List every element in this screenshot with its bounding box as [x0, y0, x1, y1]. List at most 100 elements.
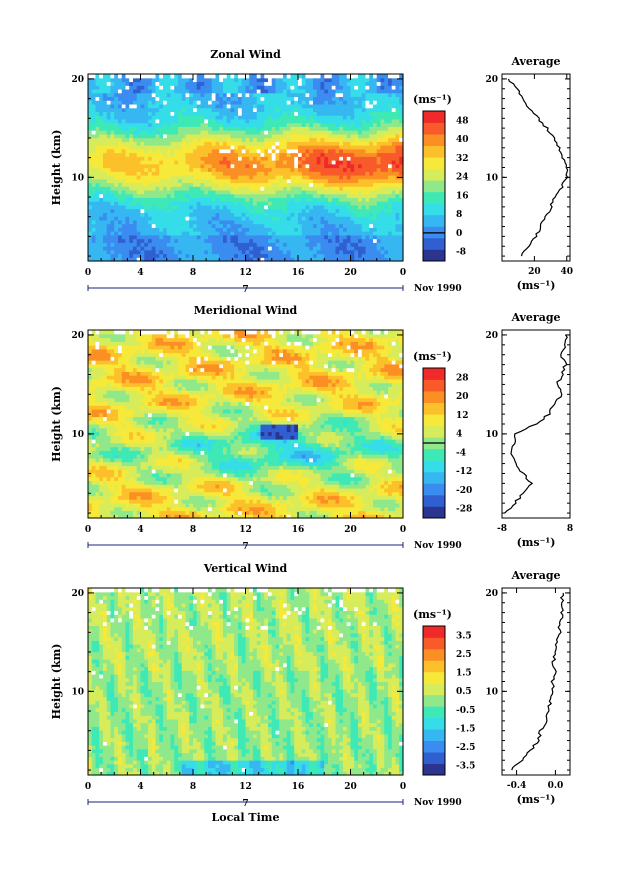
heatmap-cell — [211, 208, 217, 213]
heatmap-cell — [395, 130, 400, 135]
heatmap-cell — [328, 145, 333, 150]
heatmap-cell — [343, 204, 348, 210]
heatmap-cell — [129, 450, 134, 455]
heatmap-cell — [324, 189, 329, 195]
heatmap-cell — [298, 171, 303, 176]
heatmap-cell — [298, 212, 303, 217]
heatmap-cell — [279, 156, 284, 161]
heatmap-cell — [170, 156, 175, 161]
heatmap-cell — [103, 476, 108, 481]
heatmap-cell — [163, 201, 168, 206]
heatmap-cell — [313, 242, 318, 247]
heatmap-cell — [118, 122, 123, 127]
heatmap-cell — [260, 156, 265, 161]
heatmap-cell — [264, 231, 269, 236]
heatmap-cell — [114, 126, 119, 131]
heatmap-cell — [211, 74, 217, 79]
heatmap-cell — [215, 115, 220, 120]
heatmap-cell — [346, 223, 352, 228]
heatmap-cell — [358, 137, 363, 142]
heatmap-cell — [380, 212, 385, 217]
heatmap-cell — [365, 145, 370, 150]
colorbar-tick-label: 40 — [456, 135, 469, 145]
heatmap-cell — [121, 122, 127, 127]
heatmap-cell — [114, 495, 119, 500]
heatmap-cell — [226, 156, 232, 161]
heatmap-cell — [380, 201, 385, 206]
heatmap-cell — [365, 212, 370, 217]
heatmap-cell — [339, 249, 344, 255]
heatmap-cell — [305, 156, 310, 161]
heatmap-cell — [215, 231, 220, 236]
heatmap-cell — [133, 506, 138, 512]
heatmap-cell — [346, 234, 352, 240]
heatmap-cell — [166, 204, 172, 210]
heatmap-cell — [290, 171, 295, 176]
heatmap-cell — [283, 92, 288, 98]
heatmap-cell — [121, 480, 127, 485]
heatmap-cell — [200, 156, 205, 161]
heatmap-cell — [238, 137, 243, 142]
heatmap-cell — [388, 81, 393, 86]
heatmap-cell — [193, 182, 198, 187]
heatmap-cell — [125, 487, 130, 493]
average-y-tick-label: 10 — [485, 173, 498, 183]
heatmap-cell — [395, 242, 400, 247]
heatmap-cell — [335, 96, 340, 101]
heatmap-cell — [279, 88, 284, 94]
heatmap-cell — [189, 88, 194, 94]
heatmap-cell — [148, 85, 153, 90]
heatmap-cell — [140, 249, 145, 255]
heatmap-cell — [301, 130, 307, 135]
heatmap-cell — [301, 115, 307, 120]
heatmap-cell — [249, 118, 254, 124]
heatmap-cell — [346, 77, 352, 83]
heatmap-cell — [260, 103, 265, 109]
heatmap-cell — [271, 234, 277, 240]
heatmap-cell — [99, 133, 104, 139]
heatmap-cell — [384, 74, 389, 79]
heatmap-cell — [174, 219, 179, 225]
heatmap-cell — [346, 137, 352, 142]
heatmap-cell — [260, 193, 265, 199]
heatmap-cell — [215, 186, 220, 191]
heatmap-cell — [395, 208, 400, 213]
heatmap-cell — [260, 96, 265, 101]
heatmap-cell — [204, 85, 209, 90]
heatmap-cell — [204, 122, 209, 127]
heatmap-cell — [260, 118, 265, 124]
heatmap-cell — [380, 178, 385, 184]
heatmap-cell — [208, 219, 213, 225]
heatmap-cell — [140, 189, 145, 195]
heatmap-cell — [88, 231, 93, 236]
heatmap-cell — [88, 408, 93, 414]
heatmap-cell — [395, 126, 400, 131]
heatmap-cell — [193, 156, 198, 161]
heatmap-cell — [91, 386, 97, 391]
heatmap-cell — [365, 148, 370, 154]
heatmap-cell — [290, 103, 295, 109]
heatmap-cell — [121, 371, 127, 376]
heatmap-cell — [298, 219, 303, 225]
heatmap-cell — [286, 238, 292, 243]
heatmap-cell — [140, 137, 145, 142]
heatmap-cell — [189, 186, 194, 191]
heatmap-cell — [189, 246, 194, 251]
heatmap-cell — [110, 193, 115, 199]
heatmap-cell — [215, 107, 220, 112]
heatmap-cell — [275, 174, 280, 180]
heatmap-cell — [376, 182, 382, 187]
heatmap-cell — [133, 204, 138, 210]
heatmap-cell — [388, 107, 393, 112]
heatmap-cell — [358, 152, 363, 157]
heatmap-cell — [384, 227, 389, 232]
heatmap-cell — [253, 193, 258, 199]
heatmap-cell — [95, 223, 100, 228]
heatmap-cell — [99, 487, 104, 493]
heatmap-cell — [129, 360, 134, 365]
heatmap-cell — [219, 189, 224, 195]
heatmap-cell — [335, 85, 340, 90]
heatmap-cell — [226, 74, 232, 79]
heatmap-cell — [365, 130, 370, 135]
heatmap-cell — [148, 253, 153, 258]
